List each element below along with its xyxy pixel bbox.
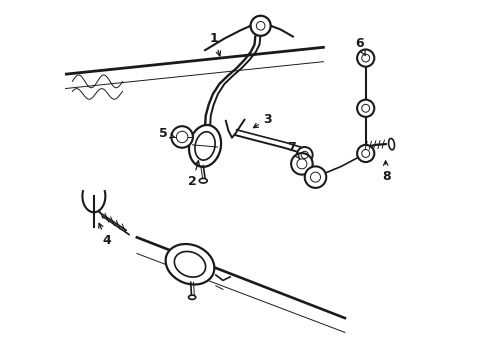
- Ellipse shape: [165, 244, 214, 284]
- Circle shape: [356, 100, 373, 117]
- Text: 8: 8: [381, 161, 389, 183]
- Text: 5: 5: [159, 127, 174, 140]
- Text: 1: 1: [209, 32, 220, 56]
- Circle shape: [250, 16, 270, 36]
- Text: 4: 4: [99, 223, 111, 247]
- Circle shape: [296, 147, 312, 163]
- Circle shape: [356, 49, 373, 67]
- Text: 2: 2: [188, 161, 199, 188]
- Ellipse shape: [188, 295, 195, 300]
- Text: 7: 7: [286, 141, 299, 159]
- Text: 3: 3: [253, 113, 271, 128]
- Circle shape: [171, 126, 192, 148]
- Circle shape: [290, 153, 312, 175]
- Ellipse shape: [189, 125, 221, 167]
- Ellipse shape: [388, 139, 394, 150]
- Circle shape: [304, 166, 325, 188]
- Ellipse shape: [199, 179, 207, 183]
- Circle shape: [356, 145, 373, 162]
- Text: 6: 6: [354, 37, 365, 55]
